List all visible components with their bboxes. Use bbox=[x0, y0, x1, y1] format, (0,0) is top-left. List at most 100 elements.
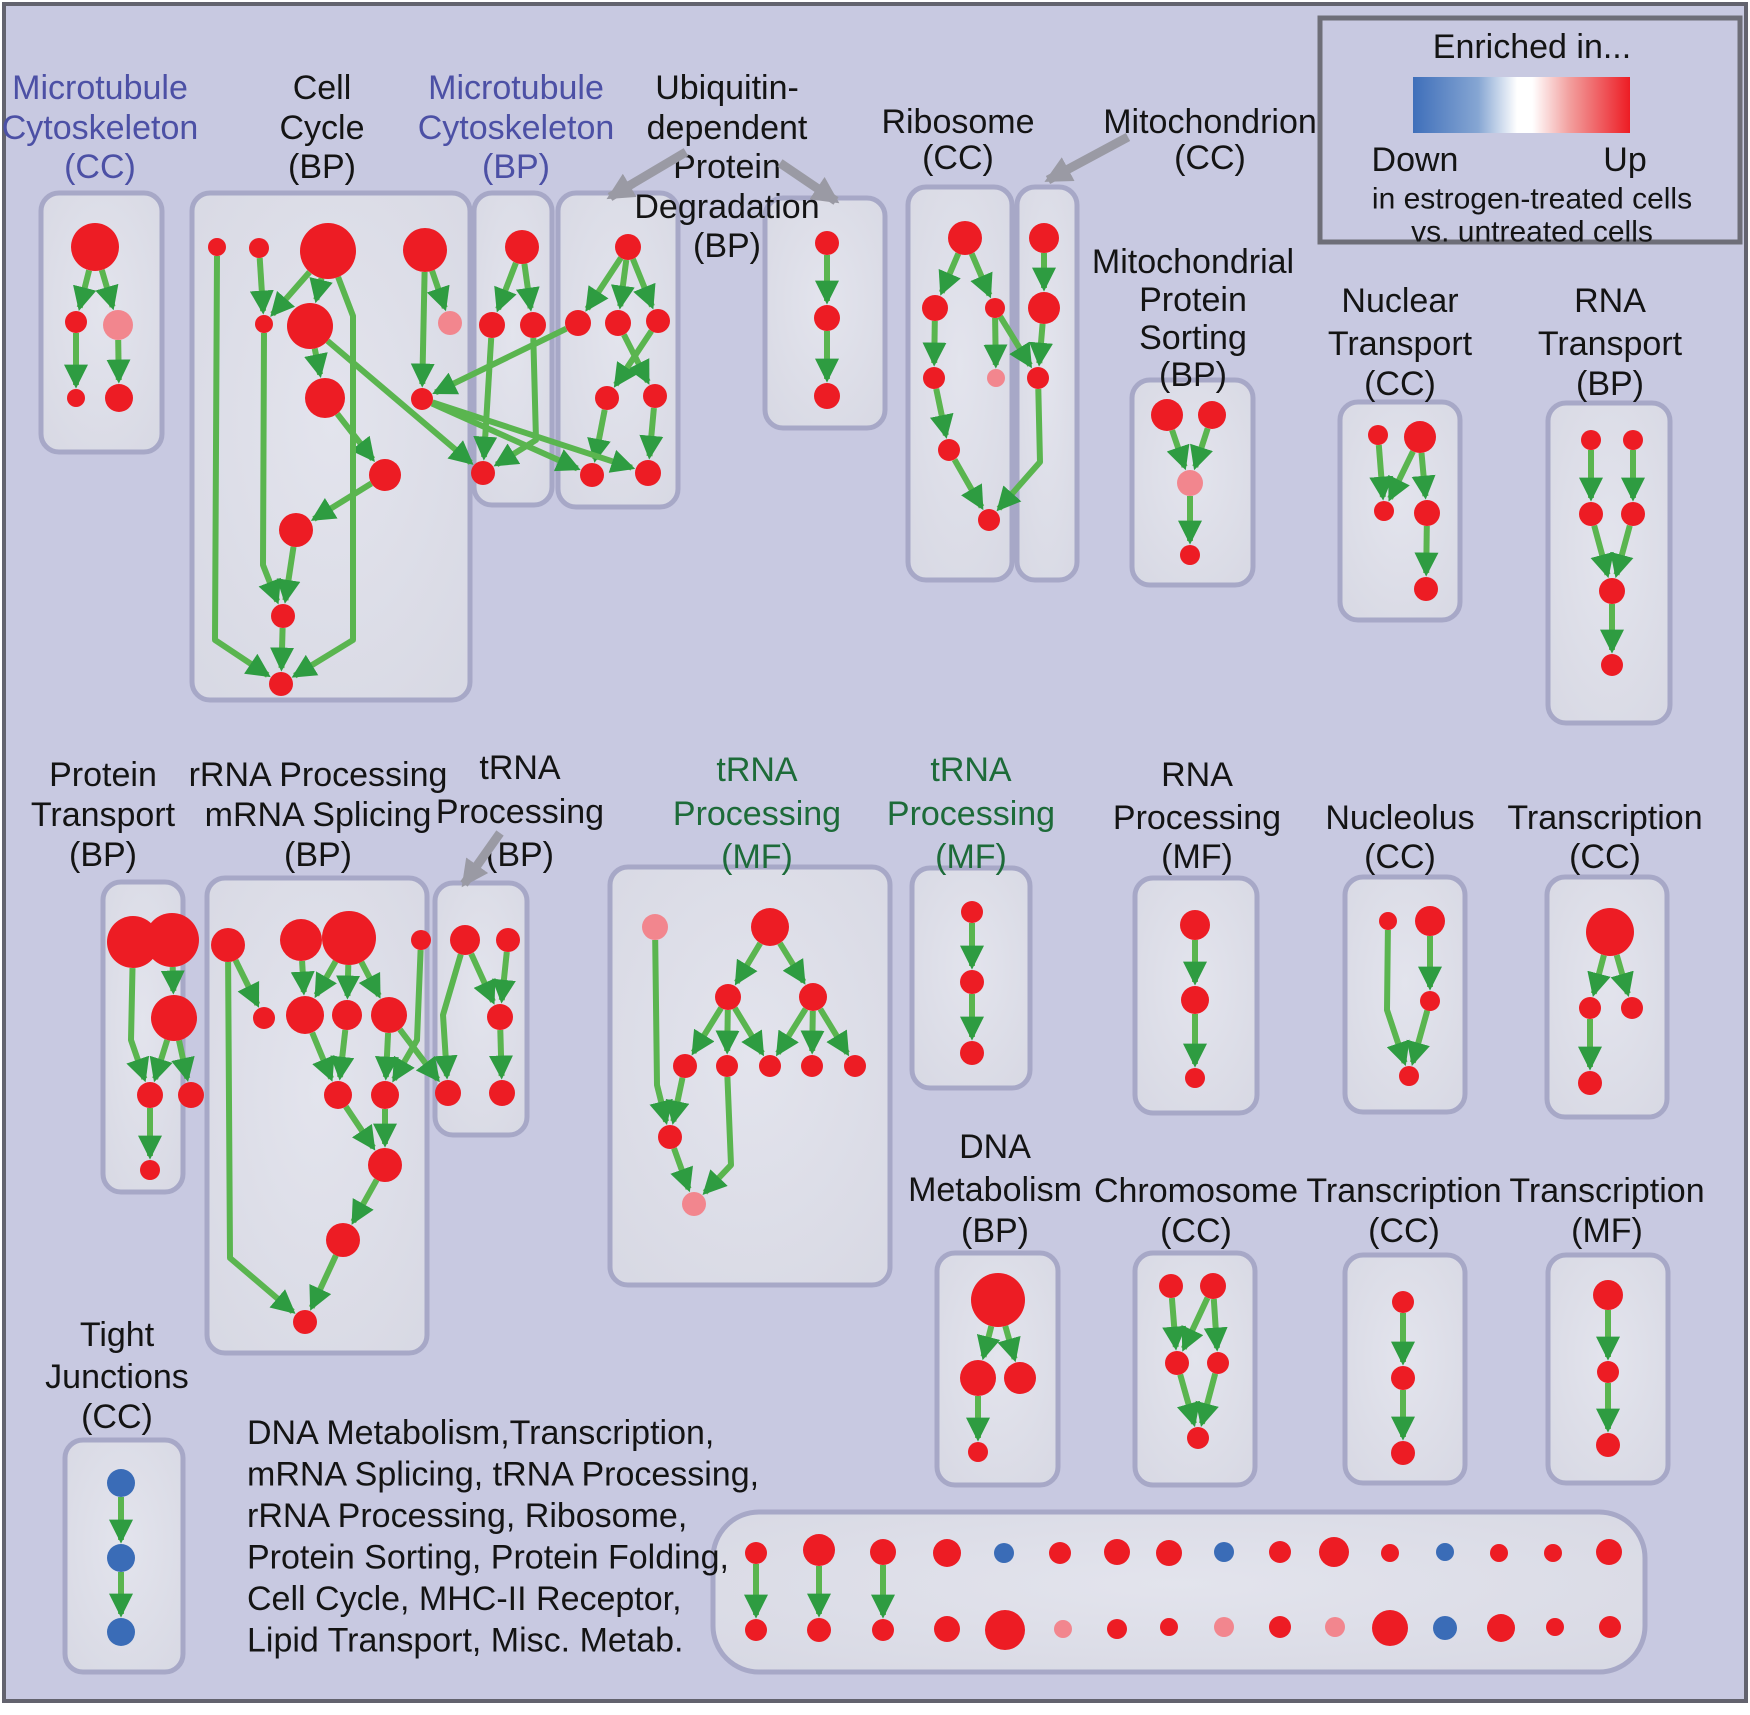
go-node-ubiquitin-degradation-bp-m3 bbox=[646, 309, 670, 333]
edge-arrow bbox=[630, 257, 656, 310]
go-node-trna-processing-mf-2-b bbox=[960, 970, 984, 994]
go-node-cell-cycle-bp-n8 bbox=[305, 378, 345, 418]
cluster-label-ubiquitin-degradation-bp: dependent bbox=[647, 109, 808, 147]
go-node-nuclear-transport-cc-c bbox=[1374, 501, 1394, 521]
edge-arrow bbox=[515, 263, 540, 312]
edge-arrow bbox=[473, 337, 498, 461]
go-node-misc-cluster-t15 bbox=[1544, 1544, 1562, 1562]
go-node-trna-processing-mf-1-r1 bbox=[673, 1054, 697, 1078]
cluster-label-rna-transport-bp: (BP) bbox=[1576, 365, 1644, 403]
cluster-label-mitochondrion-cc: (CC) bbox=[1174, 139, 1246, 177]
go-node-trna-processing-mf-2-a bbox=[961, 901, 983, 923]
edge-arrow bbox=[258, 332, 281, 605]
go-node-nucleolus-cc-b bbox=[1415, 906, 1445, 936]
edge-arrow bbox=[397, 1027, 441, 1083]
go-node-chromosome-cc-a bbox=[1159, 1274, 1183, 1298]
edge-arrow bbox=[639, 407, 664, 460]
go-node-cell-cycle-bp-n7 bbox=[438, 311, 462, 335]
go-node-misc-cluster-u10 bbox=[1269, 1616, 1291, 1638]
go-node-rrna-processing-mrna-splicing-bp-c bbox=[322, 911, 376, 965]
go-node-transcription-mf-b bbox=[1597, 1361, 1619, 1383]
go-node-misc-cluster-t7 bbox=[1104, 1539, 1130, 1565]
go-node-protein-transport-bp-b bbox=[145, 913, 199, 967]
edge-arrow bbox=[426, 269, 450, 312]
cluster-box-chromosome-cc bbox=[1132, 1250, 1258, 1488]
go-node-ribosome-cc-t bbox=[948, 221, 982, 255]
legend-gradient-bar bbox=[1413, 77, 1630, 133]
cluster-label-dna-metabolism-bp: Metabolism bbox=[908, 1171, 1082, 1209]
go-node-nuclear-transport-cc-a bbox=[1368, 425, 1388, 445]
edge-arrow bbox=[610, 259, 635, 310]
cluster-label-trna-processing-mf-2: (MF) bbox=[935, 838, 1007, 876]
go-node-misc-cluster-u11 bbox=[1325, 1617, 1345, 1637]
edge-arrow bbox=[715, 1009, 740, 1055]
edge-arrow bbox=[1369, 444, 1394, 501]
edge-arrow bbox=[171, 1039, 195, 1082]
cluster-label-rrna-processing-mrna-splicing-bp: rRNA Processing bbox=[189, 756, 448, 794]
go-node-microtubule-cytoskeleton-cc-e bbox=[105, 384, 133, 412]
go-node-misc-cluster-u7 bbox=[1107, 1619, 1127, 1639]
edge-arrow bbox=[276, 546, 301, 604]
edge-arrow bbox=[291, 276, 356, 679]
go-node-ribosome-cc-e bbox=[938, 439, 960, 461]
legend-down-label: Down bbox=[1372, 141, 1459, 179]
go-node-ribosome-cc-f bbox=[978, 509, 1000, 531]
go-node-cell-cycle-bp-n10 bbox=[369, 459, 401, 491]
edge-arrow bbox=[584, 256, 624, 312]
go-node-mitochondrion-cc-c bbox=[1027, 367, 1049, 389]
edge-arrow bbox=[304, 347, 328, 379]
go-node-transcription-cc-upper-a bbox=[1579, 997, 1601, 1019]
go-node-misc-cluster-u16 bbox=[1599, 1616, 1621, 1638]
label-pointer-arrow bbox=[1044, 133, 1131, 184]
go-node-transcription-cc-upper-b bbox=[1621, 997, 1643, 1019]
cluster-label-cell-cycle-bp: (BP) bbox=[288, 148, 356, 186]
cluster-label-dna-metabolism-bp: DNA bbox=[959, 1128, 1031, 1166]
edge-arrow bbox=[1162, 1297, 1187, 1351]
edge-arrow bbox=[468, 952, 496, 1005]
edge-arrow bbox=[494, 261, 519, 313]
edge-arrow bbox=[1411, 452, 1436, 500]
cluster-box-transcription-cc-upper bbox=[1544, 874, 1670, 1120]
go-node-ubiquitin-degradation-bp-m2 bbox=[605, 310, 631, 336]
edge-arrow bbox=[95, 269, 119, 311]
go-node-mitochondrion-cc-m bbox=[1028, 292, 1060, 324]
edge-arrow bbox=[997, 314, 1033, 369]
go-node-microtubule-cytoskeleton-cc-d bbox=[67, 389, 85, 407]
go-node-ribosome-cc-c bbox=[923, 367, 945, 389]
go-node-ribosome-cc-b bbox=[985, 298, 1005, 318]
edge-arrow bbox=[1029, 323, 1053, 367]
go-node-tight-junctions-cc-a bbox=[107, 1469, 135, 1497]
go-node-cell-cycle-bp-n11 bbox=[279, 513, 313, 547]
go-node-dna-metabolism-bp-a bbox=[960, 1360, 996, 1396]
go-node-cell-cycle-bp-n2 bbox=[249, 238, 269, 258]
edge-arrow bbox=[1610, 954, 1634, 998]
go-node-ribosome-cc-a bbox=[922, 295, 948, 321]
go-node-nuclear-transport-cc-e bbox=[1414, 577, 1438, 601]
cluster-label-trna-processing-bp: tRNA bbox=[479, 749, 561, 787]
edge-arrow bbox=[336, 964, 361, 1000]
go-node-trna-processing-mf-1-d bbox=[682, 1192, 706, 1216]
go-node-ribosome-cc-d bbox=[987, 369, 1005, 387]
go-node-transcription-cc-lower-c bbox=[1391, 1441, 1415, 1465]
layer-labels: MicrotubuleCytoskeleton(CC)CellCycle(BP)… bbox=[2, 15, 1743, 1660]
edge-arrow bbox=[1181, 1296, 1211, 1352]
go-node-trna-processing-mf-1-r4 bbox=[801, 1055, 823, 1077]
go-node-rrna-processing-mrna-splicing-bp-f bbox=[286, 996, 324, 1034]
edge-arrow bbox=[126, 967, 150, 1083]
go-node-chromosome-cc-c bbox=[1165, 1351, 1189, 1375]
go-node-cell-cycle-bp-n12 bbox=[271, 604, 295, 628]
go-node-nucleolus-cc-a bbox=[1379, 912, 1397, 930]
go-node-mitochondrial-protein-sorting-bp-p bbox=[1177, 470, 1203, 496]
go-node-rrna-processing-mrna-splicing-bp-d bbox=[411, 930, 431, 950]
cluster-label-transcription-mf: (MF) bbox=[1571, 1212, 1643, 1250]
edge-arrow bbox=[249, 257, 274, 315]
go-node-cell-cycle-bp-n1 bbox=[208, 238, 226, 256]
go-node-rrna-processing-mrna-splicing-bp-h bbox=[371, 997, 407, 1033]
go-node-misc-cluster-u4 bbox=[934, 1616, 960, 1642]
cluster-label-mitochondrial-protein-sorting-bp: Protein bbox=[1139, 281, 1247, 319]
go-node-cell-cycle-bp-n4 bbox=[403, 228, 447, 272]
cluster-label-rna-transport-bp: Transport bbox=[1538, 325, 1683, 363]
go-node-transcription-cc-upper-t bbox=[1586, 908, 1634, 956]
edge-arrow bbox=[997, 1325, 1021, 1363]
edge-arrow bbox=[817, 1007, 850, 1057]
